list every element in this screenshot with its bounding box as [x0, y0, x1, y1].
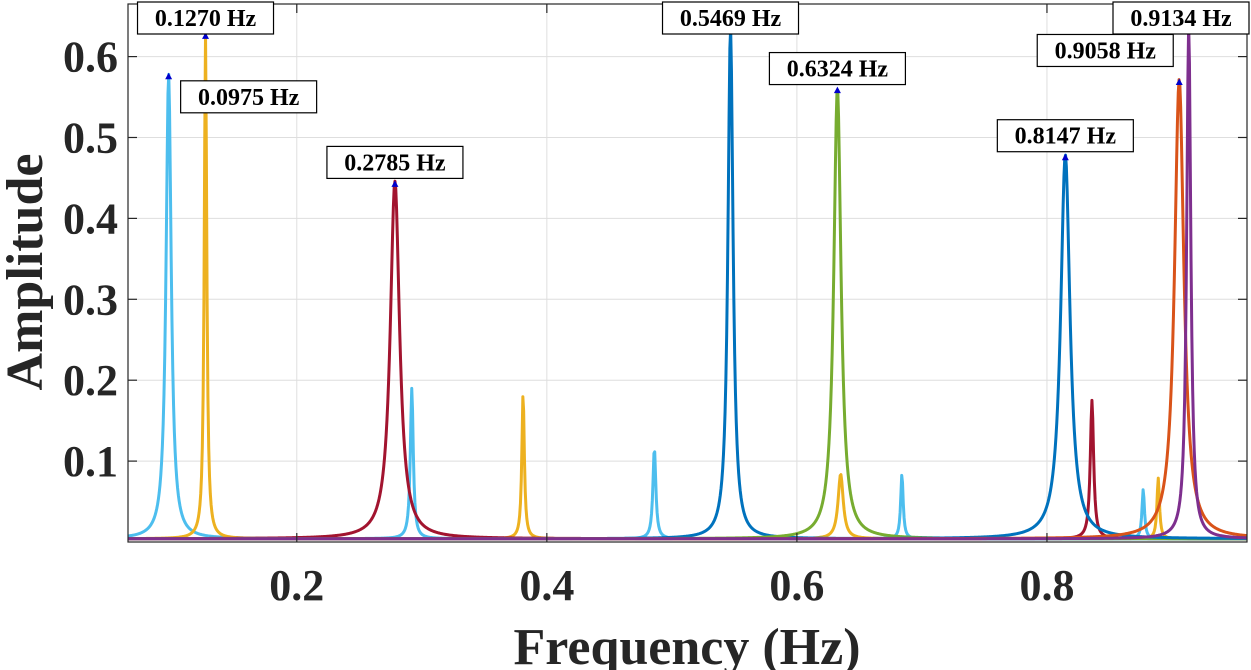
peak-marker	[1061, 153, 1069, 161]
peak-label: 0.5469 Hz	[661, 1, 800, 35]
peak-marker	[833, 86, 841, 94]
peak-label: 0.9134 Hz	[1112, 1, 1250, 35]
y-tick-label: 0.3	[63, 275, 118, 324]
peak-label-text: 0.9134 Hz	[1130, 6, 1232, 32]
peak-label-text: 0.9058 Hz	[1055, 38, 1157, 64]
peak-label-text: 0.2785 Hz	[344, 150, 446, 176]
peak-label: 0.2785 Hz	[326, 145, 464, 180]
peak-label-box	[136, 1, 275, 35]
x-tick-label: 0.2	[269, 561, 324, 610]
y-tick-label: 0.6	[63, 33, 118, 82]
x-tick-label: 0.6	[769, 561, 824, 610]
peak-label-text: 0.0975 Hz	[198, 85, 300, 111]
peak-label-box	[1112, 1, 1250, 35]
peak-annotations: 0.1270 Hz 0.0975 Hz 0.2785 Hz 0.5469 Hz0.63…	[136, 1, 1250, 180]
x-tick-label: 0.8	[1019, 561, 1074, 610]
peak-label-box	[326, 145, 464, 180]
x-axis-ticks: 0.2 0.4 0.6 0.8	[269, 4, 1074, 610]
x-axis-label: Frequency (Hz)	[513, 619, 860, 670]
peak-label-box	[996, 119, 1134, 153]
series-mode-5	[127, 88, 1248, 541]
y-tick-label: 0.1	[63, 437, 118, 486]
peak-label-text: 0.6324 Hz	[787, 57, 889, 83]
peak-label: 0.8147 Hz	[996, 119, 1134, 153]
peak-label-box	[1036, 33, 1174, 68]
x-tick-label: 0.4	[519, 561, 574, 610]
y-axis-label: Amplitude	[0, 154, 54, 391]
peak-label: 0.9058 Hz	[1036, 33, 1174, 68]
peak-label-box	[180, 80, 318, 114]
peak-marker	[391, 180, 399, 187]
peak-label: 0.0975 Hz	[180, 80, 318, 114]
peak-label-text: 0.1270 Hz	[155, 6, 257, 32]
y-tick-label: 0.4	[63, 194, 118, 243]
peak-label: 0.6324 Hz	[768, 51, 907, 86]
peak-label-box	[768, 51, 907, 86]
y-tick-label: 0.5	[63, 113, 118, 162]
peak-marker	[202, 32, 210, 39]
y-axis-ticks: 0.1 0.2 0.3 0.4 0.5 0.6	[63, 33, 1247, 486]
series-mode-8	[127, 23, 1248, 541]
peak-label-text: 0.8147 Hz	[1015, 124, 1117, 150]
peak-marker	[165, 72, 173, 80]
series-mode-6	[127, 153, 1248, 541]
series-lines	[127, 23, 1248, 541]
peak-label: 0.1270 Hz	[136, 1, 275, 35]
peak-marker	[1175, 78, 1183, 85]
peak-label-text: 0.5469 Hz	[680, 6, 782, 32]
y-tick-label: 0.2	[63, 356, 118, 405]
peak-label-box	[661, 1, 800, 35]
